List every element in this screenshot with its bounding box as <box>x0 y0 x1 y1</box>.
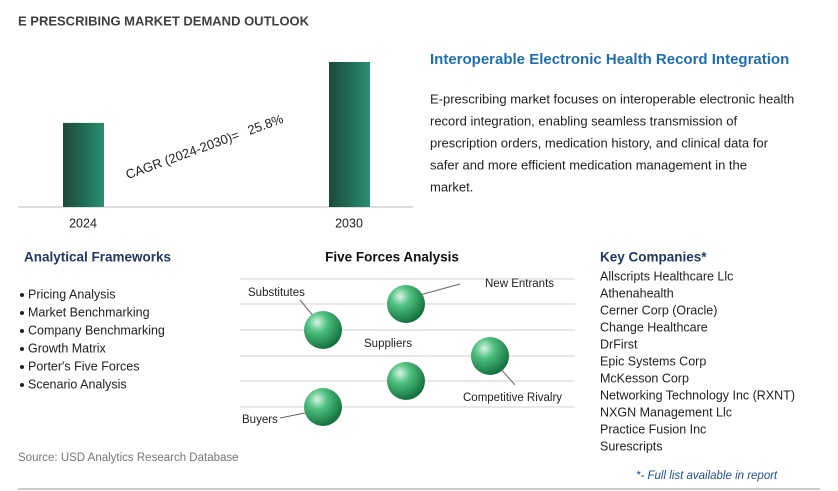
bullet <box>20 311 24 315</box>
frameworks-heading: Analytical Frameworks <box>24 250 171 265</box>
companies-list: Allscripts Healthcare Llc Athenahealth Cer… <box>600 269 795 453</box>
bullet <box>20 329 24 333</box>
five-forces-heading: Five Forces Analysis <box>325 250 459 265</box>
force-label: Buyers <box>242 414 278 426</box>
company-item: Cerner Corp (Oracle) <box>600 303 717 317</box>
company-item: Practice Fusion Inc <box>600 422 706 436</box>
bar-chart: 2024 2030 <box>63 62 370 230</box>
company-item: Athenahealth <box>600 286 674 300</box>
title: E PRESCRIBING MARKET DEMAND OUTLOOK <box>18 13 310 28</box>
company-item: DrFirst <box>600 337 638 351</box>
framework-item: Pricing Analysis <box>28 287 116 301</box>
company-item: Change Healthcare <box>600 320 708 334</box>
company-item: Surescripts <box>600 439 663 453</box>
force-label: Suppliers <box>364 338 412 350</box>
source: Source: USD Analytics Research Database <box>18 452 239 464</box>
cagr: CAGR (2024-2030)=25.8% <box>124 111 286 182</box>
paragraph-line: safer and more efficient medication mana… <box>430 157 747 172</box>
cagr-label: CAGR (2024-2030)= <box>124 128 242 183</box>
framework-item: Company Benchmarking <box>28 323 165 337</box>
x-tick-label: 2030 <box>335 216 363 230</box>
framework-item: Market Benchmarking <box>28 305 150 319</box>
cagr-value: 25.8% <box>246 111 286 138</box>
company-item: Epic Systems Corp <box>600 354 706 368</box>
x-tick-label: 2024 <box>69 216 97 230</box>
spheres <box>304 285 509 426</box>
companies-heading: Key Companies* <box>600 250 707 265</box>
company-item: Networking Technology Inc (RXNT) <box>600 388 795 402</box>
company-item: NXGN Management Llc <box>600 405 732 419</box>
footnote: *- Full list available in report <box>636 470 778 482</box>
paragraph-line: prescription orders, medication history,… <box>430 135 769 150</box>
company-item: Allscripts Healthcare Llc <box>600 269 733 283</box>
paragraph-line: record integration, enabling seamless tr… <box>430 113 737 128</box>
framework-item: Scenario Analysis <box>28 377 127 391</box>
force-label: Competitive Rivalry <box>463 392 562 404</box>
paragraph-line: E-prescribing market focuses on interope… <box>430 91 794 106</box>
frameworks-list: Pricing Analysis Market Benchmarking Compa… <box>20 287 165 391</box>
bullet <box>20 365 24 369</box>
force-label: New Entrants <box>485 278 554 290</box>
bar <box>329 62 370 207</box>
framework-item: Porter's Five Forces <box>28 359 139 373</box>
bullet <box>20 347 24 351</box>
bar <box>63 122 104 207</box>
force-label: Substitutes <box>248 287 305 299</box>
company-item: McKesson Corp <box>600 371 689 385</box>
heading: Interoperable Electronic Health Record I… <box>430 51 789 68</box>
bullet <box>20 293 24 297</box>
framework-item: Growth Matrix <box>28 341 107 355</box>
bullet <box>20 383 24 387</box>
paragraph: E-prescribing market focuses on interope… <box>430 91 794 194</box>
paragraph-line: market. <box>430 179 473 194</box>
